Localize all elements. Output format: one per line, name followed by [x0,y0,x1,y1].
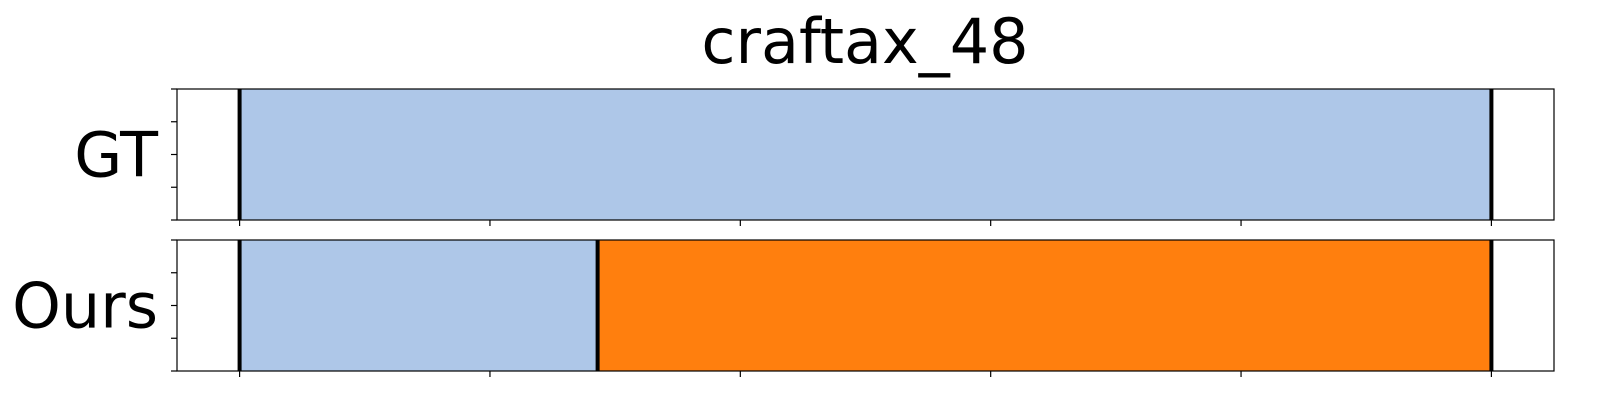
row-label-ours: Ours [12,270,158,343]
segment-ours-1 [597,240,1492,371]
row-gt-axes [171,88,1555,226]
row-label-gt: GT [74,119,159,192]
segment-gt-0 [239,89,1492,220]
row-ours-axes [171,239,1555,377]
chart-title: craftax_48 [701,5,1028,78]
segment-ours-0 [239,240,598,371]
